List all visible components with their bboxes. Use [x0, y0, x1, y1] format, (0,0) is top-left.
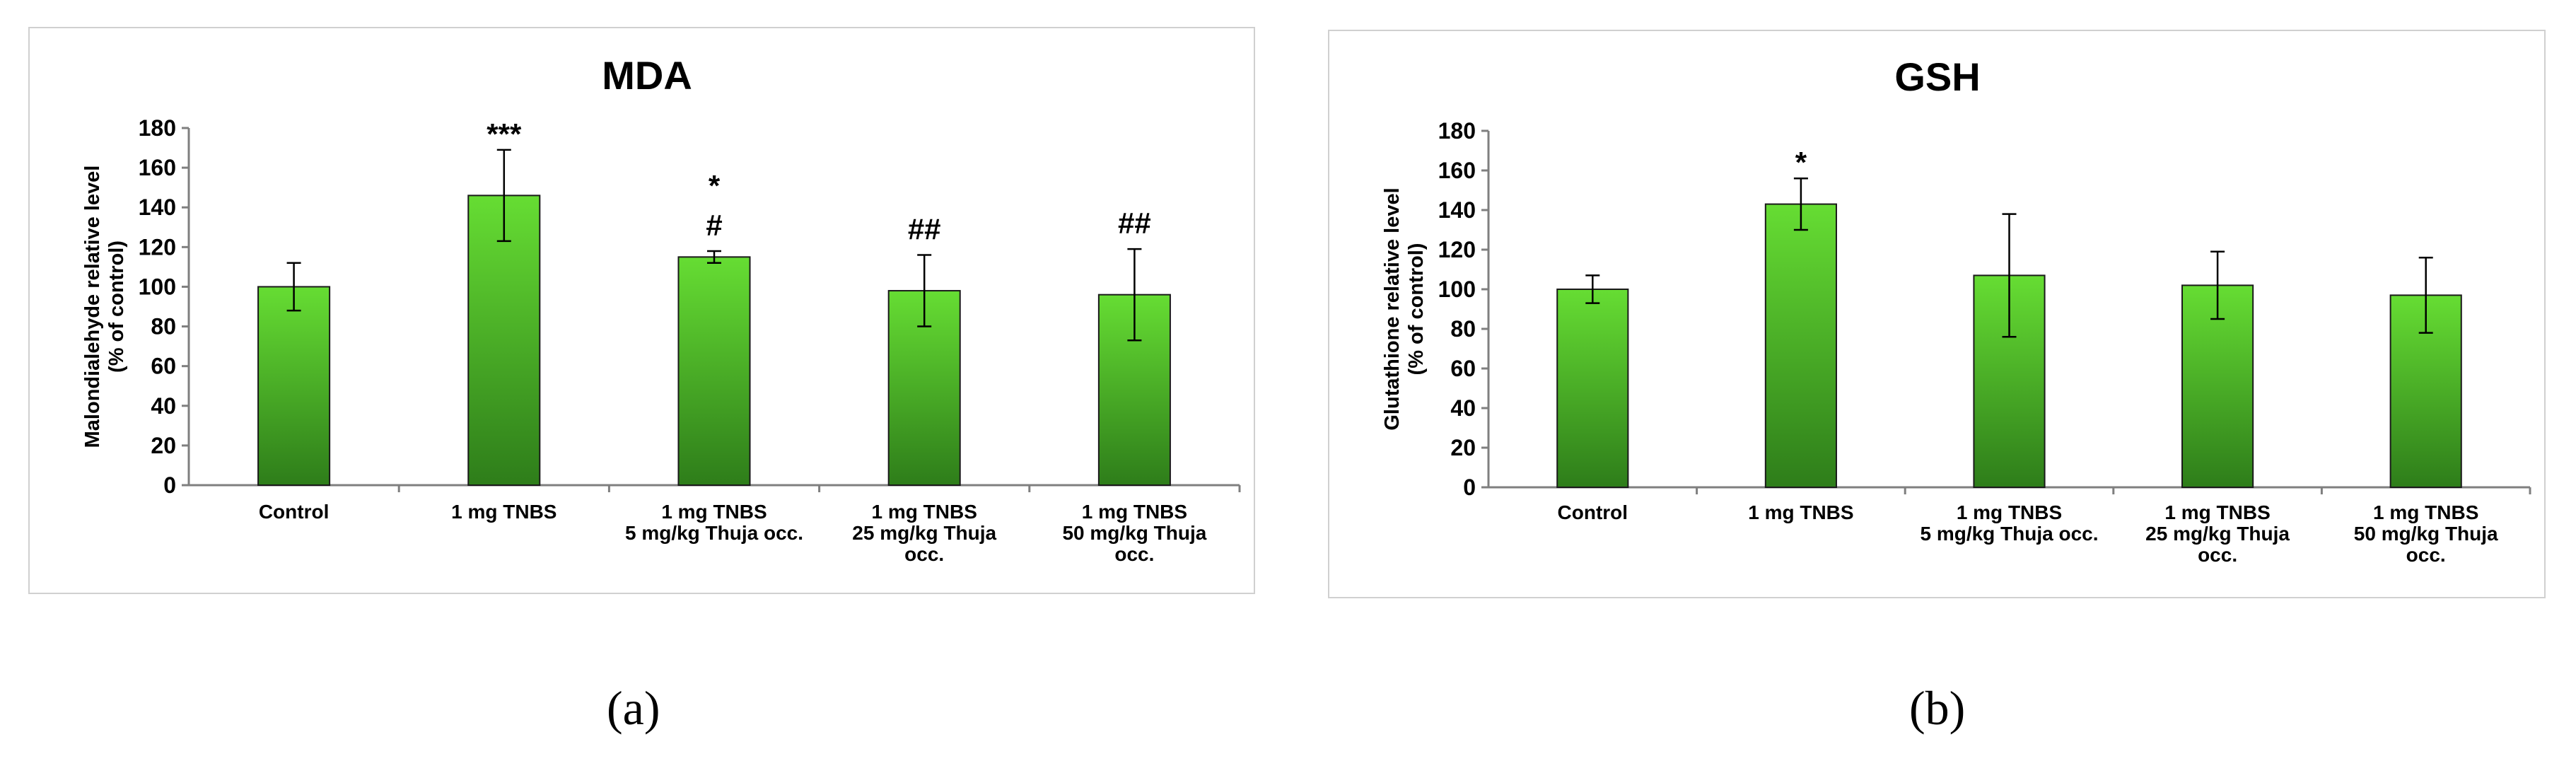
- mda-chart: MDA Malondialehyde relative level (% of co…: [81, 53, 1241, 565]
- y-tick-label: 160: [1438, 158, 1476, 183]
- category-label: occ.: [2198, 544, 2237, 566]
- y-axis-label: Glutathione relative level: [1381, 187, 1404, 430]
- category-label: 25 mg/kg Thuja: [852, 522, 996, 544]
- category-label: 50 mg/kg Thuja: [2354, 523, 2498, 545]
- bar: [257, 286, 331, 486]
- y-tick-label: 100: [1438, 277, 1476, 302]
- bar: [467, 194, 541, 486]
- significance-label: ##: [1118, 207, 1151, 240]
- chart-title: GSH: [1894, 54, 1980, 99]
- category-label: occ.: [2406, 544, 2446, 566]
- chart-panel-b: [1328, 30, 2546, 598]
- category-label: 5 mg/kg Thuja occ.: [625, 522, 803, 544]
- category-label: 25 mg/kg Thuja: [2145, 523, 2290, 545]
- category-label: 5 mg/kg Thuja occ.: [1920, 523, 2098, 545]
- significance-label: ***: [486, 117, 522, 151]
- chart-panel-a: [28, 27, 1255, 594]
- gsh-chart: GSH Glutathione relative level (% of contr…: [1381, 54, 2531, 566]
- y-tick-label: 100: [139, 274, 176, 299]
- y-tick-label: 20: [151, 433, 176, 458]
- category-label: 1 mg TNBS: [1082, 501, 1187, 523]
- y-tick-label: 20: [1450, 435, 1476, 460]
- significance-label: #: [706, 209, 722, 242]
- bar: [1556, 289, 1629, 488]
- category-label: occ.: [1114, 543, 1154, 565]
- y-tick-label: 120: [1438, 237, 1476, 262]
- category-label: 1 mg TNBS: [1748, 501, 1853, 523]
- y-tick-label: 40: [1450, 395, 1476, 421]
- y-tick-label: 60: [1450, 356, 1476, 381]
- category-label: 1 mg TNBS: [451, 501, 556, 523]
- category-label: occ.: [904, 543, 944, 565]
- significance-label: *: [709, 169, 721, 202]
- y-tick-label: 180: [1438, 118, 1476, 144]
- bar: [677, 256, 751, 486]
- y-tick-label: 160: [139, 155, 176, 180]
- significance-label: ##: [908, 213, 941, 246]
- significance-label: *: [1795, 146, 1807, 179]
- category-label: 1 mg TNBS: [661, 501, 767, 523]
- y-tick-label: 180: [139, 115, 176, 141]
- category-label: 1 mg TNBS: [2373, 501, 2478, 523]
- category-label: 50 mg/kg Thuja: [1062, 522, 1206, 544]
- y-tick-label: 0: [163, 472, 176, 498]
- y-tick-label: 40: [151, 393, 176, 419]
- panel-label-a: (a): [607, 681, 660, 735]
- y-tick-label: 140: [1438, 197, 1476, 223]
- y-tick-label: 140: [139, 194, 176, 220]
- category-label: 1 mg TNBS: [2164, 501, 2270, 523]
- y-axis-label: (% of control): [1405, 243, 1428, 376]
- category-label: 1 mg TNBS: [872, 501, 977, 523]
- category-label: 1 mg TNBS: [1957, 501, 2062, 523]
- y-tick-label: 80: [1450, 316, 1476, 342]
- bar: [1764, 203, 1837, 488]
- y-tick-label: 80: [151, 314, 176, 339]
- y-tick-label: 0: [1463, 475, 1476, 500]
- y-axis-label: (% of control): [105, 240, 128, 373]
- category-label: Control: [259, 501, 330, 523]
- y-axis-label: Malondialehyde relative level: [81, 165, 104, 448]
- y-tick-label: 60: [151, 354, 176, 379]
- chart-title: MDA: [602, 53, 692, 98]
- category-label: Control: [1558, 501, 1628, 523]
- y-tick-label: 120: [139, 234, 176, 260]
- panel-label-b: (b): [1909, 681, 1966, 735]
